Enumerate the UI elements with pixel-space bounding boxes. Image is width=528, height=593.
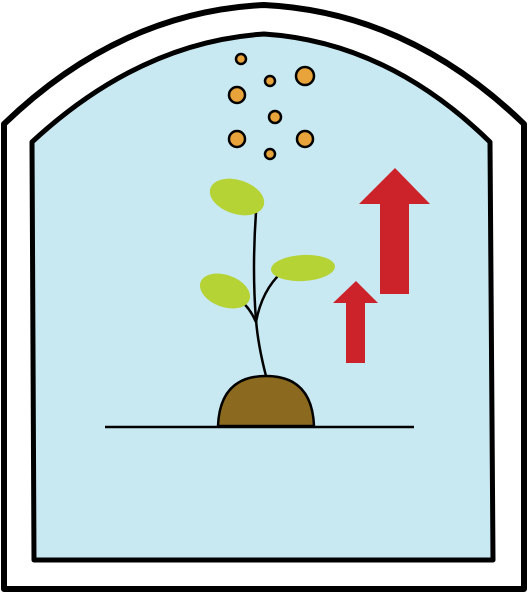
particle bbox=[227, 129, 247, 149]
particle bbox=[263, 147, 277, 161]
particle bbox=[263, 74, 277, 88]
particles bbox=[227, 52, 316, 161]
particle bbox=[267, 109, 283, 125]
leaf bbox=[209, 178, 265, 216]
leaf bbox=[199, 273, 251, 309]
leaves bbox=[199, 178, 335, 309]
leaf bbox=[271, 254, 335, 282]
particle bbox=[234, 52, 248, 66]
soil bbox=[216, 374, 316, 428]
stem bbox=[252, 211, 268, 377]
particle bbox=[227, 85, 247, 105]
arrow-small bbox=[333, 281, 378, 363]
particle bbox=[294, 65, 316, 87]
particle bbox=[295, 129, 315, 149]
arrow-large bbox=[359, 168, 430, 294]
